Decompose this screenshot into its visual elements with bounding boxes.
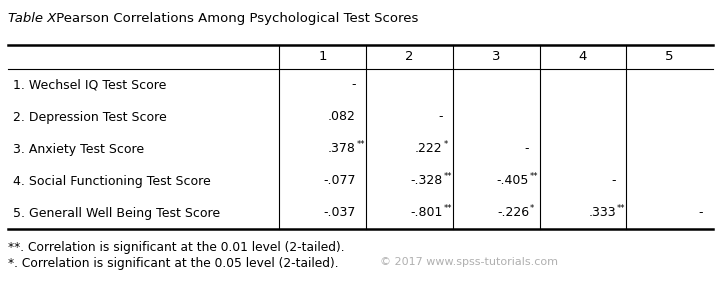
- Text: 2: 2: [405, 50, 414, 64]
- Text: -: -: [438, 110, 443, 124]
- Text: **: **: [444, 203, 452, 212]
- Text: -: -: [351, 79, 356, 92]
- Text: 2. Depression Test Score: 2. Depression Test Score: [13, 110, 167, 124]
- Text: 3: 3: [492, 50, 500, 64]
- Text: **: **: [530, 172, 539, 181]
- Text: -: -: [611, 175, 616, 188]
- Text: © 2017 www.spss-tutorials.com: © 2017 www.spss-tutorials.com: [380, 257, 558, 267]
- Text: **: **: [617, 203, 626, 212]
- Text: -.405: -.405: [497, 175, 529, 188]
- Text: 4. Social Functioning Test Score: 4. Social Functioning Test Score: [13, 175, 211, 188]
- Text: *: *: [530, 203, 534, 212]
- Text: **: **: [356, 140, 365, 148]
- Text: **: **: [444, 172, 452, 181]
- Text: .222: .222: [415, 142, 443, 155]
- Text: 3. Anxiety Test Score: 3. Anxiety Test Score: [13, 142, 144, 155]
- Text: .082: .082: [328, 110, 356, 124]
- Text: Table X.: Table X.: [8, 12, 60, 25]
- Text: 4: 4: [579, 50, 587, 64]
- Text: 1. Wechsel IQ Test Score: 1. Wechsel IQ Test Score: [13, 79, 166, 92]
- Text: -.037: -.037: [323, 206, 356, 220]
- Text: -: -: [525, 142, 529, 155]
- Text: 5: 5: [665, 50, 674, 64]
- Text: -.226: -.226: [497, 206, 529, 220]
- Text: -: -: [698, 206, 703, 220]
- Text: **. Correlation is significant at the 0.01 level (2-tailed).: **. Correlation is significant at the 0.…: [8, 241, 345, 254]
- Text: 1: 1: [318, 50, 327, 64]
- Text: Pearson Correlations Among Psychological Test Scores: Pearson Correlations Among Psychological…: [52, 12, 418, 25]
- Text: *. Correlation is significant at the 0.05 level (2-tailed).: *. Correlation is significant at the 0.0…: [8, 257, 338, 270]
- Text: *: *: [444, 140, 448, 148]
- Text: -.328: -.328: [410, 175, 443, 188]
- Text: 5. Generall Well Being Test Score: 5. Generall Well Being Test Score: [13, 206, 220, 220]
- Text: .333: .333: [588, 206, 616, 220]
- Text: .378: .378: [328, 142, 356, 155]
- Text: -.077: -.077: [323, 175, 356, 188]
- Text: -.801: -.801: [410, 206, 443, 220]
